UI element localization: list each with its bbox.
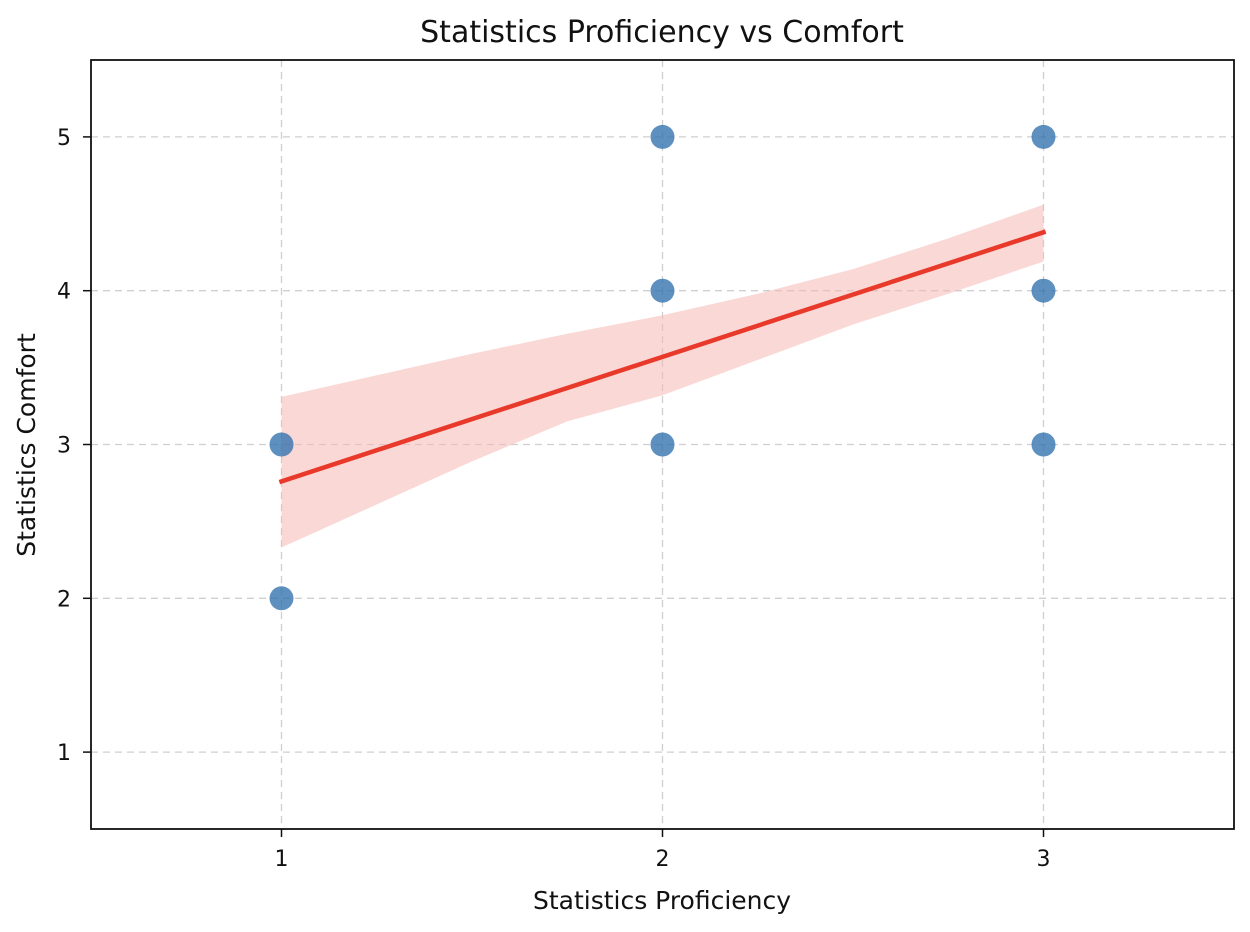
chart-title: Statistics Proficiency vs Comfort [420, 15, 904, 50]
data-point [650, 124, 675, 149]
x-tick-label: 2 [656, 847, 670, 872]
y-tick-label: 2 [57, 587, 71, 612]
data-point [1031, 278, 1056, 303]
confidence-band [281, 204, 1044, 548]
data-point [269, 586, 294, 611]
axis-ticks: 1 2 3 1 2 3 4 5 [57, 126, 1051, 872]
data-point [650, 432, 675, 457]
regression-line [278, 229, 1047, 485]
y-tick-label: 4 [57, 280, 71, 305]
x-tick-label: 3 [1037, 847, 1051, 872]
data-point [1031, 432, 1056, 457]
data-point [650, 278, 675, 303]
y-tick-label: 5 [57, 126, 71, 151]
x-tick-label: 1 [275, 847, 289, 872]
y-axis-label: Statistics Comfort [12, 333, 41, 557]
y-tick-label: 1 [57, 741, 71, 766]
data-points [269, 124, 1056, 611]
data-point [1031, 124, 1056, 149]
x-axis-label: Statistics Proficiency [533, 886, 791, 915]
data-point [269, 432, 294, 457]
confidence-band-layer [281, 204, 1044, 548]
y-tick-label: 3 [57, 434, 71, 459]
regression-line-layer [278, 229, 1047, 485]
